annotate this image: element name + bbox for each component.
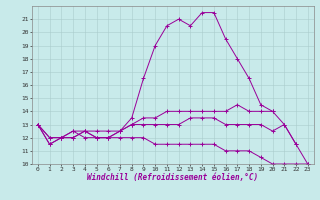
X-axis label: Windchill (Refroidissement éolien,°C): Windchill (Refroidissement éolien,°C) bbox=[87, 173, 258, 182]
